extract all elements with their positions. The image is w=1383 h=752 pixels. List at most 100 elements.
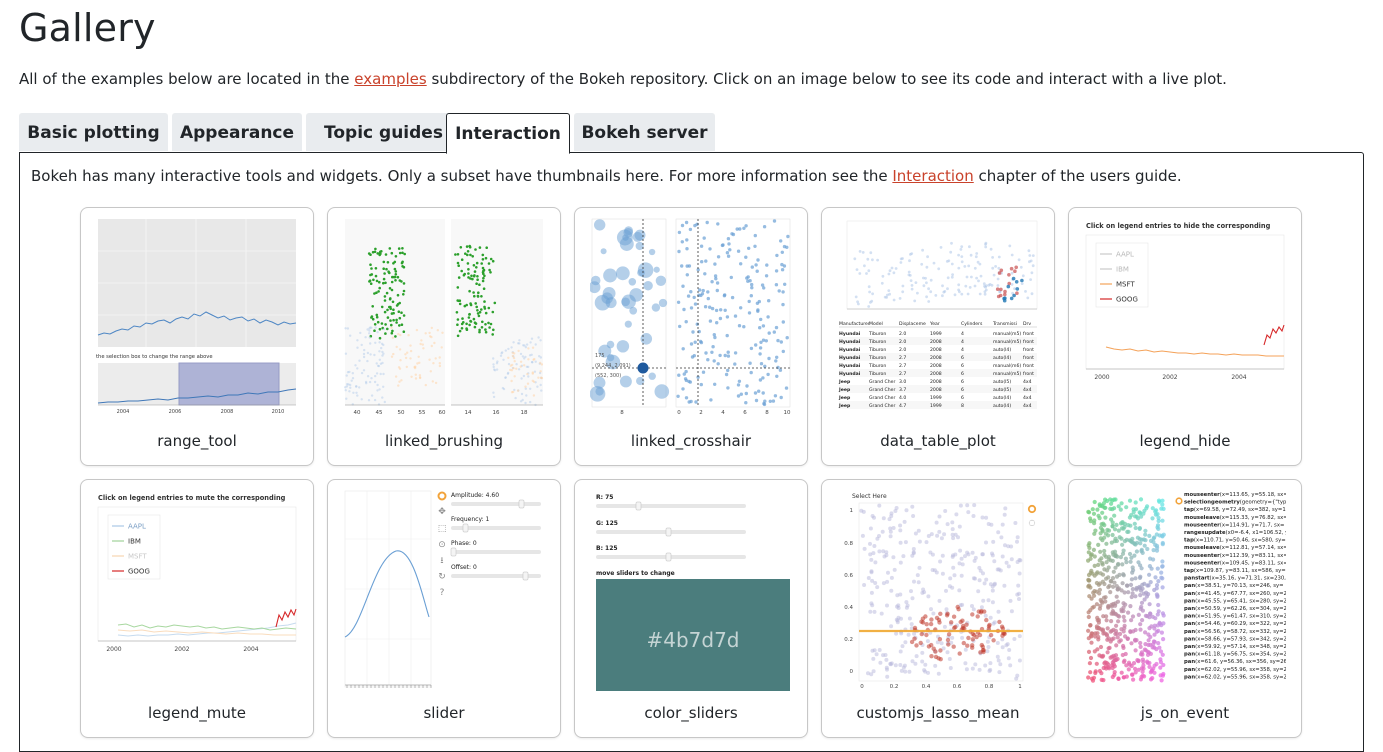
table-cell: 2.0 xyxy=(899,331,906,337)
scatter-point xyxy=(1090,571,1095,576)
scatter-point xyxy=(977,279,980,283)
table-cell: Jeep xyxy=(838,395,851,401)
gallery-card-js-on-event[interactable]: mouseenter(x=113.65, y=55.18, sx= selecti… xyxy=(1068,479,1302,738)
scatter-point xyxy=(1086,558,1091,563)
gallery-card-linked-brushing[interactable]: 40 45 50 55 60 14 16 18 linked_brushing xyxy=(327,207,561,466)
scatter-point xyxy=(861,251,865,254)
scatter-point xyxy=(1086,550,1091,555)
legend-item-ibm: IBM xyxy=(128,538,141,546)
scatter-point xyxy=(900,644,905,649)
scatter-point xyxy=(997,567,1001,572)
goog-line xyxy=(1263,324,1285,346)
scatter-point xyxy=(1123,651,1128,657)
selected-point xyxy=(476,295,480,298)
scatter-point xyxy=(1159,678,1164,683)
scatter-point xyxy=(1097,516,1102,521)
unselected-point xyxy=(409,349,413,353)
selected-point xyxy=(1012,293,1016,298)
scatter-point xyxy=(1143,630,1148,635)
tab-interaction[interactable]: Interaction xyxy=(446,113,570,154)
bokeh-logo-icon xyxy=(437,491,447,501)
unselected-point xyxy=(398,348,402,351)
unselected-point xyxy=(374,326,377,329)
gallery-card-data-table-plot[interactable]: Manufacturer Model Displaceme Year Cylinders… xyxy=(821,207,1055,466)
scatter-point xyxy=(1100,572,1106,577)
scatter-point xyxy=(1140,582,1145,587)
scatter-point xyxy=(1114,574,1120,579)
scatter-point xyxy=(922,276,925,280)
tab-topic-guides[interactable]: Topic guides xyxy=(306,113,461,151)
scatter-point xyxy=(715,321,719,325)
selected-point xyxy=(929,617,934,622)
gallery-card-linked-crosshair[interactable]: 175 (9.244, 2.091) (552, 300) 8 0 2 4 6 … xyxy=(574,207,808,466)
scatter-point xyxy=(985,649,990,654)
table-cell: auto(l4) xyxy=(993,403,1011,409)
tick: 2004 xyxy=(243,646,258,653)
scatter-point xyxy=(682,372,686,376)
unselected-point xyxy=(430,326,433,330)
tab-bokeh-server[interactable]: Bokeh server xyxy=(574,113,715,151)
scatter-point xyxy=(859,508,864,513)
scatter-point xyxy=(1121,548,1126,553)
scatter-point xyxy=(1086,614,1091,620)
event-log-line: pan(x=38.51, y=70.13, sx=246, sy= xyxy=(1184,583,1284,589)
scatter-point xyxy=(1112,580,1117,585)
scatter-point xyxy=(998,662,1003,667)
interaction-chapter-link[interactable]: Interaction xyxy=(892,167,974,185)
msft-line xyxy=(117,629,296,636)
scatter-point xyxy=(1031,264,1035,268)
scatter-point xyxy=(889,624,894,629)
tab-appearance[interactable]: Appearance xyxy=(172,113,302,151)
scatter-point xyxy=(703,272,707,276)
scatter-point xyxy=(996,277,1000,281)
unselected-point xyxy=(521,398,524,402)
scatter-point xyxy=(1100,627,1105,632)
gallery-card-range-tool[interactable]: the selection box to change the range ab… xyxy=(80,207,314,466)
scatter-point xyxy=(1104,541,1109,546)
table-cell: front xyxy=(1023,331,1034,337)
scatter-point xyxy=(767,299,771,303)
selected-point xyxy=(369,282,373,285)
unselected-point xyxy=(351,372,354,375)
tick: 2004 xyxy=(117,409,130,415)
scatter-point xyxy=(914,281,918,284)
gallery-card-color-sliders[interactable]: R: 75 G: 125 B: 125 move sliders to chan… xyxy=(574,479,808,738)
selected-point xyxy=(391,300,395,304)
scatter-point xyxy=(774,269,779,273)
unselected-point xyxy=(507,356,510,359)
selected-point xyxy=(473,270,477,273)
gallery-card-slider[interactable]: ✥ ⬚ ⊙ ⭳ ↻ ? Amplitude: 4.60 Frequency: 1… xyxy=(327,479,561,738)
gallery-card-customjs-lasso-mean[interactable]: Select Here 1 0.8 0.6 0.4 0.2 0 0 0.2 0.… xyxy=(821,479,1055,738)
gallery-card-legend-hide[interactable]: Click on legend entries to hide the corr… xyxy=(1068,207,1302,466)
scatter-point xyxy=(1156,526,1161,531)
tab-basic-plotting[interactable]: Basic plotting xyxy=(19,113,168,151)
scatter-point xyxy=(1114,538,1119,544)
selected-point xyxy=(400,261,404,265)
selected-point xyxy=(471,277,474,281)
unselected-point xyxy=(527,358,530,361)
unselected-point xyxy=(515,363,518,366)
selected-point xyxy=(402,314,406,317)
unselected-point xyxy=(492,395,496,399)
scatter-point xyxy=(1159,506,1164,511)
scatter-point xyxy=(957,588,962,593)
gallery-card-legend-mute[interactable]: Click on legend entries to mute the corr… xyxy=(80,479,314,738)
scatter-point xyxy=(869,672,874,677)
scatter-point xyxy=(759,362,764,366)
scatter-point xyxy=(1160,673,1165,678)
event-log-line: tap(x=109.87, y=83.11, sx=586, sy= xyxy=(1184,568,1286,574)
scatter-point xyxy=(760,283,765,287)
scatter-point xyxy=(1110,532,1115,538)
scatter-point xyxy=(689,306,694,310)
scatter-point xyxy=(1003,543,1007,548)
scatter-point xyxy=(685,273,689,277)
selected-point xyxy=(929,654,934,659)
selected-point xyxy=(467,272,470,275)
unselected-point xyxy=(418,361,421,364)
unselected-point xyxy=(531,346,535,349)
scatter-point xyxy=(916,528,921,533)
scatter-point xyxy=(1129,618,1134,623)
scatter-point xyxy=(1097,587,1102,592)
examples-link[interactable]: examples xyxy=(354,70,427,88)
tick: 0.6 xyxy=(844,573,853,579)
